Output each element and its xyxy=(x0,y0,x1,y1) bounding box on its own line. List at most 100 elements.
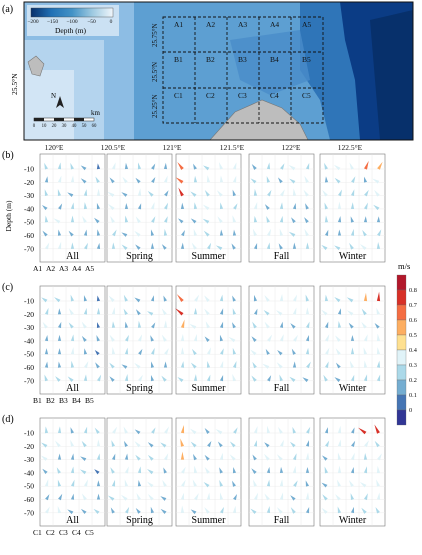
depth-tick: -30 xyxy=(24,455,34,464)
velocity-arrow xyxy=(83,374,88,381)
panel-label-a: (a) xyxy=(2,4,13,15)
velocity-arrow xyxy=(55,376,61,382)
velocity-arrow xyxy=(305,242,310,249)
velocity-arrow xyxy=(124,479,129,487)
velocity-arrow xyxy=(151,322,156,329)
velocity-arrow xyxy=(334,245,341,251)
velocity-arrow xyxy=(121,232,128,237)
velocity-arrow xyxy=(84,242,88,250)
velocity-arrow xyxy=(306,361,311,369)
velocity-arrow xyxy=(219,375,224,382)
velocity-arrow xyxy=(290,495,296,501)
velocity-arrow xyxy=(124,347,129,355)
velocity-arrow xyxy=(191,348,197,356)
colorbar-unit: m/s xyxy=(398,261,410,271)
velocity-arrow xyxy=(337,229,342,236)
velocity-arrow xyxy=(124,162,129,170)
velocity-arrow xyxy=(57,505,62,514)
velocity-arrow xyxy=(279,439,284,447)
velocity-arrow xyxy=(337,506,342,514)
velocity-arrow xyxy=(107,495,115,501)
velocity-arrow xyxy=(177,162,184,170)
velocity-arrow xyxy=(325,440,330,447)
colorbar-swatch xyxy=(396,379,407,396)
velocity-arrow xyxy=(346,297,354,303)
velocity-arrow xyxy=(266,216,271,223)
velocity-arrow xyxy=(163,216,168,223)
velocity-arrow xyxy=(233,427,238,434)
colorbar-tick: 0.8 xyxy=(409,287,417,294)
velocity-arrow xyxy=(350,347,355,355)
grid-label-c3: C3 xyxy=(238,91,247,100)
velocity-arrow xyxy=(80,165,87,171)
velocity-arrow xyxy=(151,216,156,223)
velocity-arrow xyxy=(176,294,184,303)
depth-tick: -40 xyxy=(24,336,34,345)
velocity-arrow xyxy=(350,374,355,382)
velocity-arrow xyxy=(252,321,257,329)
velocity-arrow xyxy=(219,492,224,500)
velocity-arrow xyxy=(279,479,284,487)
velocity-arrow xyxy=(202,204,210,211)
velocity-arrow xyxy=(70,360,75,368)
velocity-arrow xyxy=(337,452,342,460)
velocity-arrow xyxy=(111,440,116,447)
velocity-arrow xyxy=(288,164,296,171)
velocity-arrow xyxy=(180,319,185,328)
scale-tick: 60 xyxy=(92,124,97,129)
station-label-a3: A3 xyxy=(59,264,68,273)
colorbar-tick: 0.6 xyxy=(409,317,417,324)
scale-tick: 30 xyxy=(62,124,67,129)
velocity-arrow xyxy=(57,334,62,341)
velocity-arrow xyxy=(364,189,369,197)
velocity-arrow xyxy=(232,295,236,302)
depth-tick: -10 xyxy=(24,297,34,306)
velocity-arrow xyxy=(264,321,270,329)
velocity-arrow xyxy=(44,361,49,368)
scale-unit: km xyxy=(91,109,101,117)
velocity-arrow xyxy=(67,192,74,197)
velocity-arrow xyxy=(193,453,197,461)
subplot-winter: Winter xyxy=(319,285,386,395)
north-arrow-icon: N xyxy=(51,92,64,108)
velocity-arrow xyxy=(202,165,210,171)
velocity-arrow xyxy=(219,202,224,210)
velocity-arrow xyxy=(289,441,296,448)
velocity-arrow xyxy=(364,493,368,501)
longitude-tick: 121°E xyxy=(163,143,182,152)
velocity-arrow xyxy=(67,376,74,382)
velocity-arrow xyxy=(147,442,154,448)
velocity-arrow xyxy=(374,322,380,329)
depth-tick: -60 xyxy=(24,231,34,240)
velocity-arrow xyxy=(306,426,311,434)
subplot-summer: Summer xyxy=(175,417,242,527)
velocity-arrow xyxy=(232,229,237,236)
velocity-arrow xyxy=(251,468,257,474)
velocity-arrow xyxy=(305,307,310,315)
velocity-arrow xyxy=(253,479,257,487)
velocity-arrow xyxy=(363,374,368,382)
velocity-arrow xyxy=(266,176,271,183)
velocity-arrow xyxy=(264,204,270,210)
velocity-arrow xyxy=(265,348,270,355)
velocity-arrow xyxy=(193,175,198,183)
velocity-arrow xyxy=(124,466,129,474)
season-label-all: All xyxy=(66,515,79,526)
colorbar-swatch xyxy=(396,409,407,426)
velocity-arrow xyxy=(252,228,257,237)
latitude-tick: 25.5°N xyxy=(151,62,159,82)
colorbar-swatch xyxy=(396,304,407,321)
velocity-arrow xyxy=(83,189,88,196)
velocity-arrow xyxy=(375,506,380,514)
depth-tick: -70 xyxy=(24,376,34,385)
colorbar-swatch xyxy=(396,289,407,306)
scale-bar: km 0 10 20 30 40 50 60 xyxy=(33,109,101,129)
velocity-arrow xyxy=(109,334,115,342)
velocity-arrow xyxy=(233,493,237,501)
velocity-arrow xyxy=(359,482,367,488)
vector-panel-b: (c) -10 -20 -30 -40 -50 -60 -70 All Spring Summer F… xyxy=(2,282,386,405)
longitude-tick: 122.5°E xyxy=(338,143,363,152)
velocity-arrow xyxy=(279,228,284,236)
season-label-spring: Spring xyxy=(126,251,153,262)
velocity-arrow xyxy=(232,347,237,355)
